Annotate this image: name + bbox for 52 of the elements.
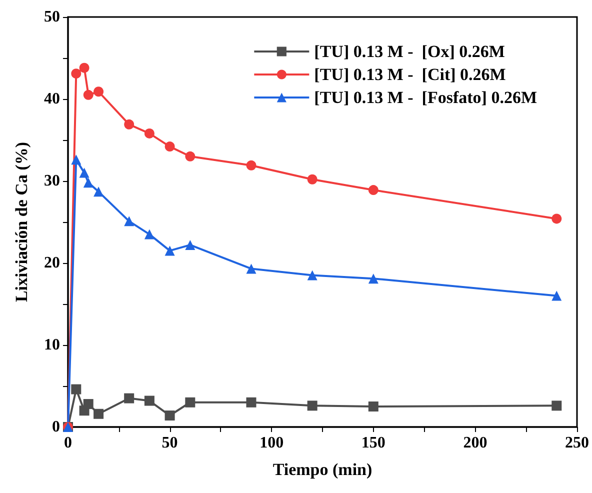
point <box>552 290 562 301</box>
point <box>124 393 134 404</box>
point <box>124 216 134 226</box>
y-tick-label: 0 <box>52 418 60 436</box>
x-tick-label: 50 <box>162 434 178 452</box>
y-tick-label: 50 <box>44 8 60 26</box>
point <box>79 168 90 178</box>
y-tick-label: 20 <box>44 254 60 272</box>
point <box>246 397 256 408</box>
x-axis-title: Tiempo (min) <box>272 460 372 479</box>
y-tick-label: 10 <box>44 336 60 354</box>
point <box>71 384 82 394</box>
point <box>368 402 378 412</box>
point <box>368 274 378 284</box>
point <box>164 246 175 256</box>
legend-label: [TU] 0.13 M - [Ox] 0.26M <box>314 42 505 61</box>
point <box>79 62 90 73</box>
point <box>94 186 104 197</box>
point <box>185 151 196 162</box>
point <box>124 119 134 130</box>
x-tick-label: 250 <box>565 434 589 452</box>
point <box>71 68 82 79</box>
x-tick-label: 150 <box>361 434 386 452</box>
legend-label: [TU] 0.13 M - [Fosfato] 0.26M <box>314 88 538 107</box>
x-tick-label: 100 <box>260 434 284 452</box>
point <box>144 229 154 240</box>
legend-label: [TU] 0.13 M - [Cit] 0.26M <box>314 65 506 84</box>
point <box>94 86 104 97</box>
point <box>246 160 256 170</box>
point <box>94 408 104 419</box>
point <box>83 178 94 188</box>
point <box>71 154 82 165</box>
point <box>83 399 94 410</box>
point <box>83 90 94 100</box>
point <box>144 396 154 406</box>
point <box>307 174 318 184</box>
point <box>164 142 175 152</box>
point <box>164 410 175 421</box>
point <box>185 397 196 408</box>
point <box>307 400 318 411</box>
y-axis-title: Lixiviación de Ca (%) <box>12 142 31 302</box>
point <box>246 264 256 274</box>
x-tick-label: 200 <box>463 434 488 452</box>
y-tick-label: 30 <box>44 172 60 190</box>
y-tick-label: 40 <box>44 90 60 108</box>
x-tick-label: 0 <box>64 434 72 452</box>
point <box>144 128 154 138</box>
point <box>185 240 196 250</box>
point <box>552 214 562 224</box>
point <box>368 185 378 196</box>
point <box>307 270 318 280</box>
point <box>552 400 562 411</box>
